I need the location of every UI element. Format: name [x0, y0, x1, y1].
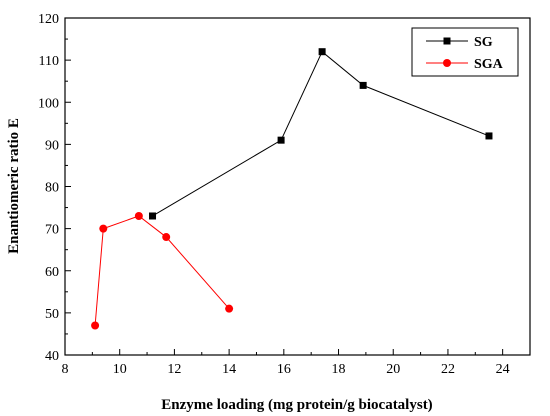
- y-tick-label: 60: [45, 265, 59, 280]
- y-tick-label: 100: [38, 96, 59, 111]
- x-tick-label: 24: [496, 362, 510, 377]
- legend-marker-sg: [443, 37, 451, 45]
- y-tick-label: 90: [45, 138, 59, 153]
- legend: SG SGA: [411, 27, 519, 77]
- legend-marker-sga: [443, 59, 451, 67]
- data-point-sga: [162, 233, 171, 242]
- x-tick-label: 10: [113, 362, 127, 377]
- x-tick-label: 12: [167, 362, 181, 377]
- x-tick-label: 20: [386, 362, 400, 377]
- series-line-sga: [94, 215, 230, 326]
- y-tick-label: 120: [38, 12, 59, 27]
- axis-tick-labels: 8 10 12 14 16 18 20 22 24 40 50 60 70 80 90 100 110 120: [38, 12, 510, 377]
- legend-label-sg: SG: [474, 35, 493, 50]
- data-point-sga: [91, 321, 100, 330]
- legend-label-sga: SGA: [474, 57, 504, 72]
- data-point-sg: [359, 81, 367, 89]
- y-tick-label: 70: [45, 223, 59, 238]
- data-point-sga: [225, 304, 234, 313]
- y-tick-label: 80: [45, 181, 59, 196]
- series-layer: [91, 48, 493, 330]
- x-tick-label: 8: [62, 362, 69, 377]
- y-tick-label: 40: [45, 349, 59, 364]
- y-axis-title: Enantiomeric ratio E: [6, 118, 22, 254]
- legend-box: [411, 27, 519, 77]
- data-point-sga: [134, 211, 143, 220]
- data-point-sg: [277, 136, 285, 144]
- data-point-sga: [99, 224, 108, 233]
- axis-ticks: [64, 17, 504, 356]
- data-point-sg: [318, 48, 326, 56]
- y-tick-label: 50: [45, 307, 59, 322]
- data-point-sg: [485, 132, 493, 140]
- x-tick-label: 22: [441, 362, 455, 377]
- x-axis-title: Enzyme loading (mg protein/g biocatalyst…: [161, 397, 432, 413]
- x-tick-label: 16: [277, 362, 291, 377]
- x-tick-label: 14: [222, 362, 236, 377]
- x-tick-label: 18: [332, 362, 346, 377]
- y-tick-label: 110: [39, 54, 59, 69]
- data-point-sg: [149, 212, 157, 220]
